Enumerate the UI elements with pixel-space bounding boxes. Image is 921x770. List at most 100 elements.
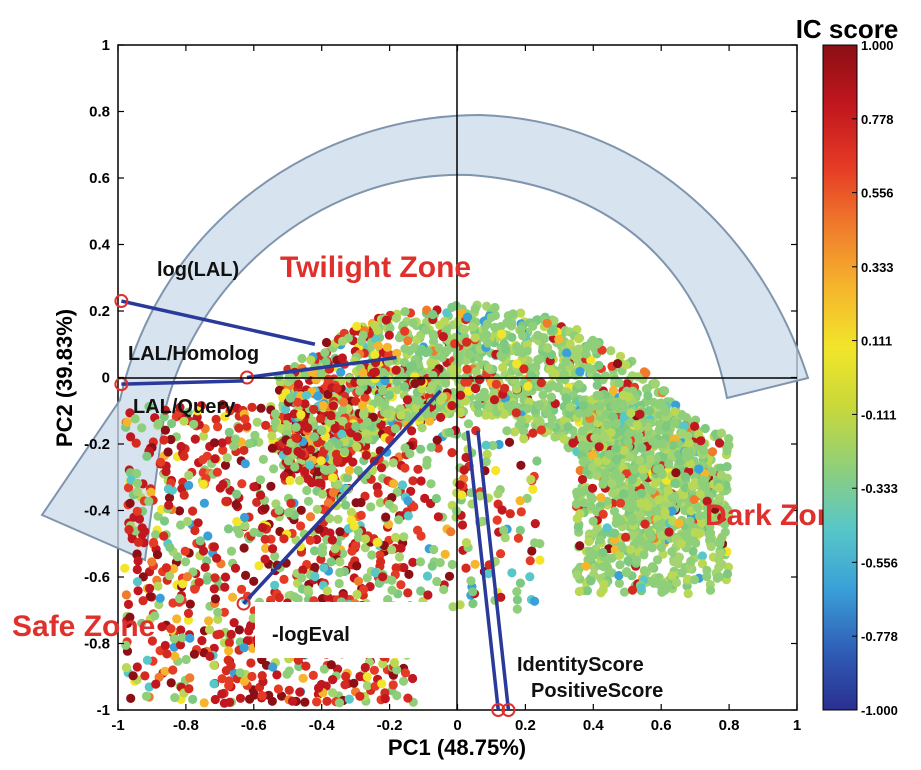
- data-point: [170, 651, 180, 661]
- data-point: [283, 456, 294, 466]
- data-point: [531, 362, 541, 372]
- data-point: [366, 502, 376, 512]
- data-point: [437, 353, 447, 363]
- data-point: [643, 391, 653, 401]
- data-point: [220, 460, 231, 470]
- data-point: [297, 353, 307, 364]
- data-point: [362, 417, 372, 427]
- data-point: [561, 393, 571, 403]
- data-point: [664, 527, 674, 537]
- data-point: [504, 437, 515, 447]
- data-point: [499, 409, 509, 419]
- data-point: [249, 527, 259, 537]
- colorbar-tick-label: -1.000: [861, 703, 898, 718]
- data-point: [646, 532, 656, 542]
- data-point: [190, 434, 200, 444]
- data-point: [503, 311, 513, 321]
- data-point: [413, 464, 423, 474]
- data-point: [165, 571, 175, 581]
- data-point: [636, 583, 646, 593]
- data-point: [184, 470, 194, 480]
- data-point: [579, 456, 590, 466]
- data-point: [650, 479, 660, 489]
- data-point: [618, 489, 629, 499]
- data-point: [496, 592, 506, 602]
- data-point: [239, 543, 249, 553]
- data-point: [181, 654, 191, 665]
- data-point: [527, 546, 537, 556]
- data-point: [257, 691, 267, 701]
- data-point: [474, 375, 485, 385]
- data-point: [328, 401, 338, 411]
- data-point: [670, 418, 680, 428]
- data-point: [363, 434, 373, 444]
- data-point: [344, 694, 354, 704]
- data-point: [457, 520, 468, 530]
- data-point: [169, 564, 179, 574]
- data-point: [670, 492, 680, 502]
- data-point: [239, 512, 250, 523]
- data-point: [410, 378, 420, 389]
- data-point: [334, 578, 344, 589]
- loading-vector-line: [121, 379, 244, 386]
- x-ticks: -1 -0.8 -0.6 -0.4 -0.2 0 0.2 0.4 0.6 0.8 1: [111, 45, 801, 734]
- data-point: [624, 428, 634, 438]
- loading-vector-marker: [501, 703, 516, 717]
- data-point: [247, 402, 257, 412]
- data-point: [696, 436, 706, 446]
- data-point: [319, 664, 329, 674]
- data-point: [210, 594, 221, 604]
- data-point: [506, 320, 516, 330]
- y-ticks: 1 0.8 0.6 0.4 0.2 0 -0.2 -0.4 -0.6 -0.8 -1: [84, 37, 797, 719]
- data-point: [577, 474, 588, 485]
- data-point: [351, 541, 361, 551]
- data-point: [722, 569, 733, 579]
- data-point: [625, 452, 635, 462]
- data-point: [407, 426, 417, 436]
- data-point: [310, 562, 320, 572]
- data-point: [352, 321, 362, 331]
- data-point: [218, 445, 228, 455]
- data-point: [405, 449, 415, 459]
- data-point: [257, 671, 267, 681]
- data-point: [522, 493, 532, 503]
- data-point: [261, 543, 271, 554]
- data-point: [202, 575, 212, 585]
- data-point: [594, 391, 605, 401]
- data-point: [575, 465, 585, 476]
- data-point: [166, 624, 176, 634]
- data-point: [577, 426, 588, 436]
- data-point: [166, 434, 176, 445]
- data-point: [229, 618, 239, 628]
- data-point: [328, 688, 338, 698]
- data-point: [416, 586, 426, 596]
- data-point: [256, 490, 266, 500]
- data-point: [121, 663, 131, 673]
- data-point: [125, 408, 135, 418]
- data-point: [316, 478, 326, 488]
- data-point: [180, 557, 191, 567]
- data-point: [588, 516, 598, 526]
- data-point: [519, 364, 529, 374]
- data-point: [159, 516, 170, 526]
- y-tick-label: 0.2: [89, 303, 110, 320]
- data-point: [373, 488, 383, 498]
- data-point: [137, 618, 147, 628]
- data-point: [554, 334, 564, 344]
- data-point: [447, 302, 457, 312]
- data-point: [362, 672, 372, 682]
- data-point: [352, 561, 362, 571]
- data-point: [534, 400, 545, 410]
- data-point: [513, 533, 524, 543]
- data-point: [301, 661, 311, 671]
- data-point: [268, 662, 278, 672]
- data-point: [470, 304, 480, 314]
- data-point: [482, 319, 492, 329]
- data-point: [234, 625, 244, 635]
- data-point: [328, 675, 338, 685]
- data-point: [340, 680, 350, 690]
- data-point: [608, 412, 618, 422]
- data-point: [688, 481, 698, 491]
- data-point: [717, 559, 727, 570]
- data-point: [353, 576, 364, 586]
